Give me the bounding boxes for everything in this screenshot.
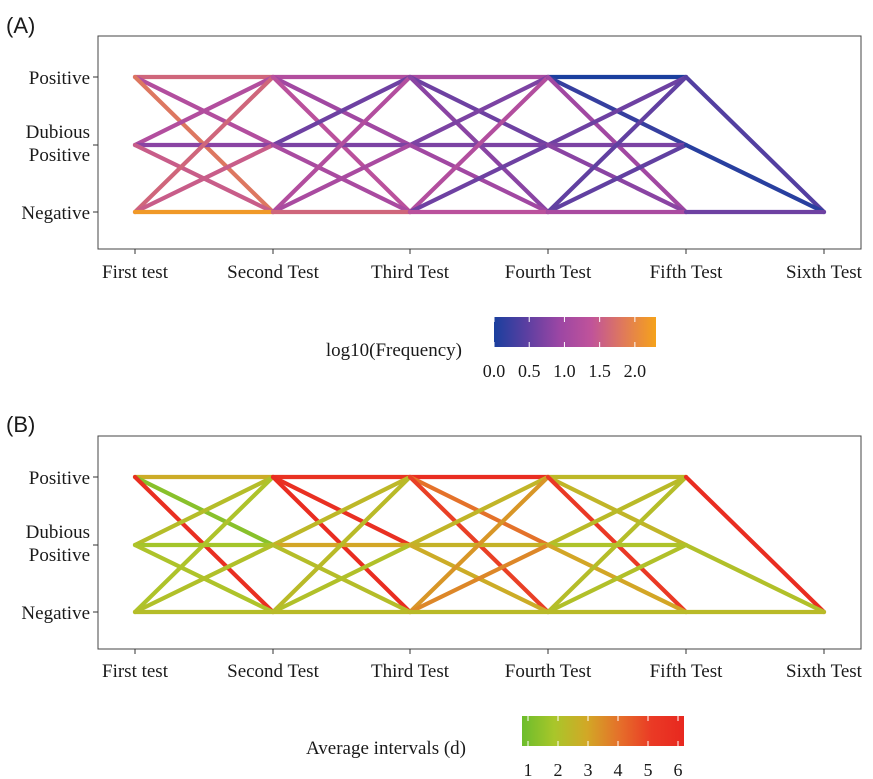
legend-tick-label: 1.5	[588, 361, 611, 381]
transition-segment	[270, 474, 413, 548]
x-tick-label: Third Test	[371, 262, 450, 283]
legend-tick-label: 2.0	[624, 361, 647, 381]
x-tick-label: Sixth Test	[786, 262, 863, 283]
transition-segment	[545, 74, 689, 148]
legend-tick-label: 1.0	[553, 361, 576, 381]
transition-segment	[132, 542, 276, 615]
segments	[132, 474, 827, 615]
transition-segment	[545, 542, 689, 615]
transition-segment	[270, 74, 413, 215]
y-tick-label-negative: Negative	[21, 203, 90, 224]
transition-segment	[683, 74, 827, 215]
transition-segment	[683, 142, 827, 215]
panel-label: (B)	[6, 412, 35, 437]
transition-segment	[270, 74, 413, 148]
legend: Average intervals (d) 1 2 3 4 5 6	[306, 716, 684, 779]
transition-segment	[407, 474, 551, 548]
transition-segment	[270, 142, 413, 215]
legend-tick-label: 5	[644, 760, 653, 779]
legend-tick-label: 2	[554, 760, 563, 779]
y-tick-label-dubious-line1: Dubious	[26, 522, 90, 543]
y-tick-label-positive: Positive	[29, 468, 90, 489]
transition-segment	[132, 142, 276, 215]
transition-segment	[407, 542, 551, 615]
legend-tick-label: 6	[674, 760, 683, 779]
y-tick-label-dubious-line2: Positive	[29, 145, 90, 166]
panel-b: (B)PositiveDubiousPositiveNegativeFirst …	[6, 412, 863, 779]
legend-tick-label: 0.5	[518, 361, 541, 381]
legend-title: Average intervals (d)	[306, 738, 466, 759]
x-tick-label: First test	[102, 661, 169, 682]
x-tick-label: Fifth Test	[650, 661, 723, 682]
segments	[132, 74, 827, 215]
transition-segment	[407, 74, 551, 148]
transition-segment	[270, 474, 413, 615]
y-tick-label-positive: Positive	[29, 68, 90, 89]
transition-segment	[270, 542, 413, 615]
x-tick-label: Second Test	[227, 262, 319, 283]
transition-segment	[407, 142, 551, 215]
legend-colorbar	[522, 716, 684, 746]
transition-segment	[545, 142, 689, 215]
legend-tick-label: 1	[524, 760, 533, 779]
transition-segment	[132, 74, 276, 215]
transition-segment	[132, 74, 276, 148]
x-tick-label: Second Test	[227, 661, 319, 682]
transition-segment	[683, 542, 827, 615]
x-tick-label: Sixth Test	[786, 661, 863, 682]
y-tick-label-dubious-line1: Dubious	[26, 122, 90, 143]
legend-tick-label: 4	[614, 760, 623, 779]
transition-segment	[407, 474, 551, 615]
transition-segment	[132, 474, 276, 548]
legend: log10(Frequency) 0.0 0.5 1.0 1.5 2.0	[326, 317, 656, 381]
transition-segment	[407, 74, 551, 215]
legend-tick-label: 3	[584, 760, 593, 779]
transition-segment	[132, 474, 276, 615]
transition-segment	[545, 474, 689, 548]
legend-title: log10(Frequency)	[326, 340, 462, 361]
panel-a: (A)PositiveDubiousPositiveNegativeFirst …	[6, 13, 863, 381]
transition-segment	[545, 474, 689, 615]
x-tick-label: Third Test	[371, 661, 450, 682]
transition-segment	[683, 474, 827, 615]
y-tick-label-dubious-line2: Positive	[29, 545, 90, 566]
legend-colorbar	[494, 317, 656, 347]
panel-label: (A)	[6, 13, 35, 38]
x-tick-label: First test	[102, 262, 169, 283]
transition-segment	[545, 74, 689, 215]
y-tick-label-negative: Negative	[21, 603, 90, 624]
x-tick-label: Fourth Test	[505, 262, 592, 283]
legend-tick-label: 0.0	[483, 361, 506, 381]
x-tick-label: Fifth Test	[650, 262, 723, 283]
x-tick-label: Fourth Test	[505, 661, 592, 682]
